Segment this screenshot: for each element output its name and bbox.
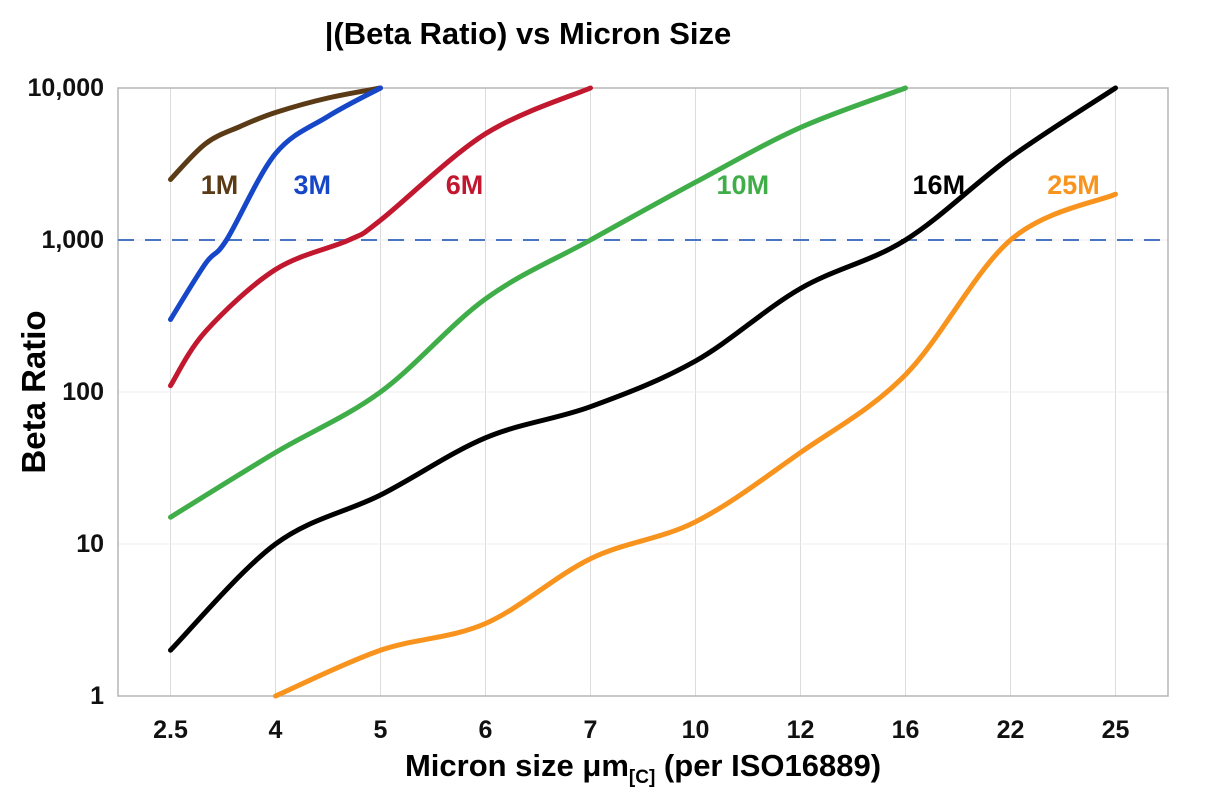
series-curve-1M: [168, 85, 383, 182]
series-label-10M: 10M: [717, 170, 770, 200]
series-curve-10M: [168, 85, 908, 520]
series-label-25M: 25M: [1047, 170, 1100, 200]
x-tick-label: 12: [787, 716, 815, 744]
series-label-16M: 16M: [913, 170, 966, 200]
plot-border: [117, 87, 1169, 697]
series-label-6M: 6M: [446, 170, 484, 200]
x-tick-label: 5: [374, 716, 388, 744]
y-tick-label: 1,000: [41, 226, 104, 254]
x-tick-label: 10: [682, 716, 710, 744]
chart-title: |(Beta Ratio) vs Micron Size: [324, 16, 732, 51]
x-tick-label: 16: [892, 716, 920, 744]
x-axis-title-main: Micron size μm: [404, 748, 629, 783]
y-tick-label: 100: [62, 378, 104, 406]
series-curve-25M: [273, 191, 1118, 699]
x-tick-label: 4: [269, 716, 283, 744]
series-curve-3M: [168, 85, 383, 322]
x-tick-label: 22: [997, 716, 1025, 744]
y-tick-label: 10: [76, 530, 104, 558]
x-tick-label: 2.5: [153, 716, 188, 744]
x-axis-title: Micron size μm[C] (per ISO16889): [405, 748, 881, 789]
y-tick-label: 1: [90, 682, 104, 710]
y-tick-label: 10,000: [28, 74, 104, 102]
series-curve-16M: [168, 85, 1118, 653]
series-curve-6M: [168, 85, 593, 389]
x-tick-label: 6: [479, 716, 493, 744]
x-axis-title-subscript: [C]: [628, 767, 656, 789]
x-axis-title-units: (per ISO16889): [655, 748, 882, 783]
x-tick-label: 7: [584, 716, 598, 744]
x-tick-label: 25: [1102, 716, 1130, 744]
series-label-3M: 3M: [294, 170, 332, 200]
series-label-1M: 1M: [201, 170, 239, 200]
